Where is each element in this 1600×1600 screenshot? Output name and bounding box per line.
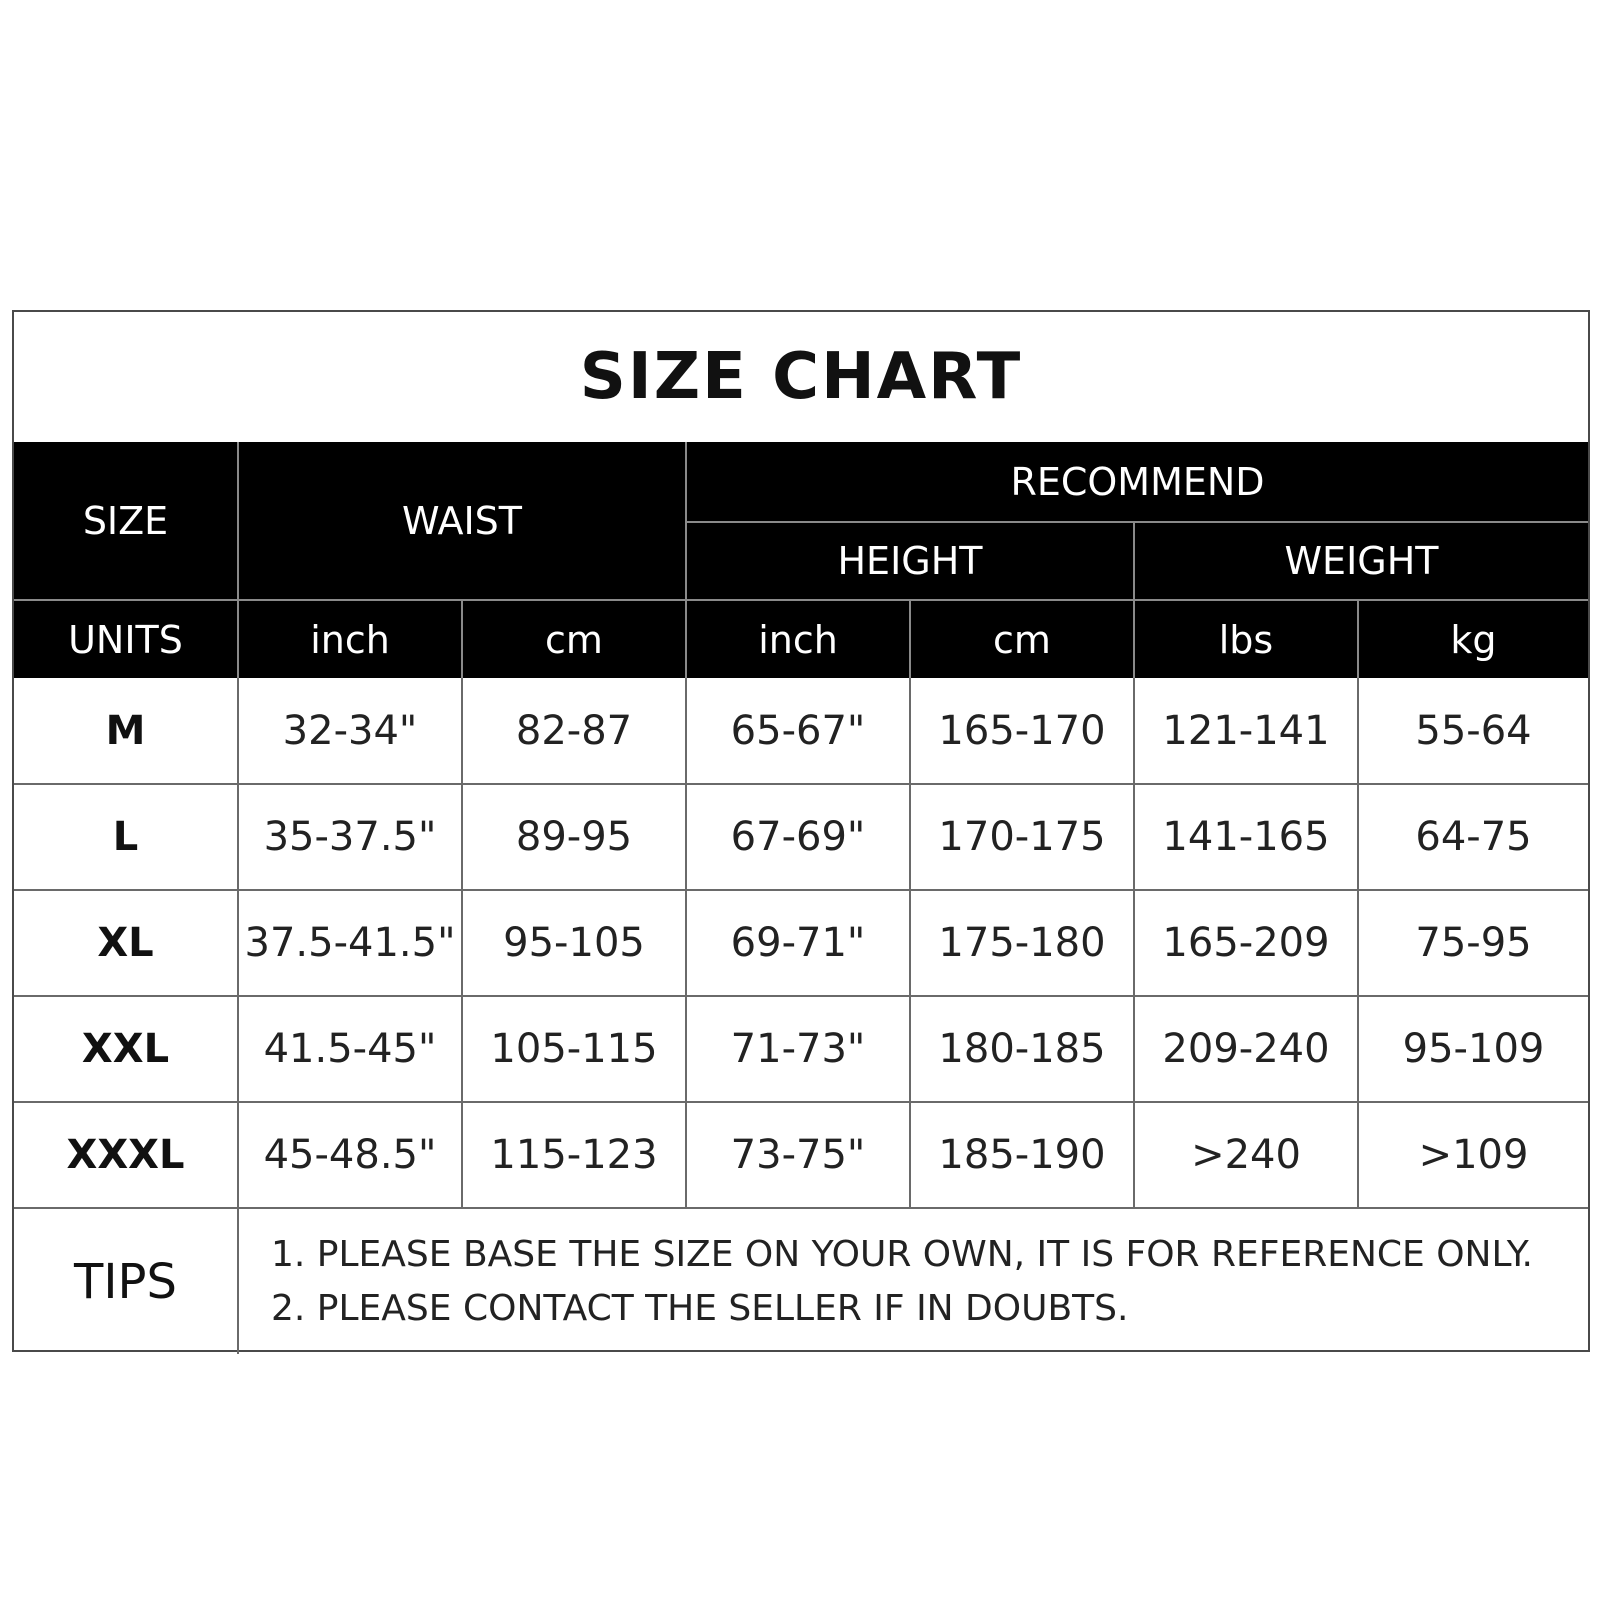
- header-recommend: RECOMMEND: [686, 442, 1588, 523]
- size-cell: XXL: [14, 996, 239, 1103]
- units-waist-inch: inch: [238, 600, 463, 678]
- waist-cm-cell: 115-123: [462, 1102, 687, 1209]
- units-waist-cm: cm: [462, 600, 687, 678]
- height-cm-cell: 170-175: [910, 784, 1135, 891]
- size-cell: L: [14, 784, 239, 891]
- weight-lbs-cell: 121-141: [1134, 678, 1359, 785]
- weight-lbs-cell: 165-209: [1134, 890, 1359, 997]
- height-cm-cell: 180-185: [910, 996, 1135, 1103]
- table-row: XXL 41.5-45" 105-115 71-73" 180-185 209-…: [14, 996, 1588, 1103]
- tips-text: 1. PLEASE BASE THE SIZE ON YOUR OWN, IT …: [238, 1208, 1588, 1354]
- units-height-cm: cm: [910, 600, 1135, 678]
- table-row: M 32-34" 82-87 65-67" 165-170 121-141 55…: [14, 678, 1588, 785]
- weight-kg-cell: 95-109: [1358, 996, 1588, 1103]
- height-inch-cell: 69-71": [686, 890, 911, 997]
- weight-lbs-cell: 141-165: [1134, 784, 1359, 891]
- height-inch-cell: 73-75": [686, 1102, 911, 1209]
- chart-title: SIZE CHART: [579, 340, 1023, 414]
- height-inch-cell: 65-67": [686, 678, 911, 785]
- size-cell: M: [14, 678, 239, 785]
- tips-label: TIPS: [14, 1208, 239, 1354]
- tip-line: 1. PLEASE BASE THE SIZE ON YOUR OWN, IT …: [271, 1233, 1533, 1275]
- waist-cm-cell: 95-105: [462, 890, 687, 997]
- size-table: SIZE WAIST RECOMMEND HEIGHT WEIGHT UNITS…: [14, 442, 1588, 1354]
- height-inch-cell: 67-69": [686, 784, 911, 891]
- units-weight-kg: kg: [1358, 600, 1588, 678]
- waist-cm-cell: 89-95: [462, 784, 687, 891]
- weight-kg-cell: 55-64: [1358, 678, 1588, 785]
- waist-inch-cell: 32-34": [238, 678, 463, 785]
- height-inch-cell: 71-73": [686, 996, 911, 1103]
- units-label: UNITS: [14, 600, 239, 678]
- header-waist: WAIST: [238, 442, 687, 601]
- size-cell: XXXL: [14, 1102, 239, 1209]
- waist-inch-cell: 41.5-45": [238, 996, 463, 1103]
- size-cell: XL: [14, 890, 239, 997]
- weight-lbs-cell: 209-240: [1134, 996, 1359, 1103]
- header-weight: WEIGHT: [1134, 522, 1588, 601]
- height-cm-cell: 185-190: [910, 1102, 1135, 1209]
- waist-inch-cell: 35-37.5": [238, 784, 463, 891]
- weight-kg-cell: 64-75: [1358, 784, 1588, 891]
- weight-lbs-cell: >240: [1134, 1102, 1359, 1209]
- header-size: SIZE: [14, 442, 239, 601]
- tips-row: TIPS 1. PLEASE BASE THE SIZE ON YOUR OWN…: [14, 1208, 1588, 1354]
- height-cm-cell: 165-170: [910, 678, 1135, 785]
- table-row: XXXL 45-48.5" 115-123 73-75" 185-190 >24…: [14, 1102, 1588, 1209]
- waist-inch-cell: 45-48.5": [238, 1102, 463, 1209]
- table-row: L 35-37.5" 89-95 67-69" 170-175 141-165 …: [14, 784, 1588, 891]
- tip-line: 2. PLEASE CONTACT THE SELLER IF IN DOUBT…: [271, 1287, 1129, 1329]
- weight-kg-cell: 75-95: [1358, 890, 1588, 997]
- units-height-inch: inch: [686, 600, 911, 678]
- weight-kg-cell: >109: [1358, 1102, 1588, 1209]
- size-chart: SIZE CHART SIZE WAIST RECOMMEND HEIGHT W…: [12, 310, 1590, 1354]
- header-height: HEIGHT: [686, 522, 1135, 601]
- height-cm-cell: 175-180: [910, 890, 1135, 997]
- waist-cm-cell: 105-115: [462, 996, 687, 1103]
- waist-inch-cell: 37.5-41.5": [238, 890, 463, 997]
- waist-cm-cell: 82-87: [462, 678, 687, 785]
- table-row: XL 37.5-41.5" 95-105 69-71" 175-180 165-…: [14, 890, 1588, 997]
- units-weight-lbs: lbs: [1134, 600, 1359, 678]
